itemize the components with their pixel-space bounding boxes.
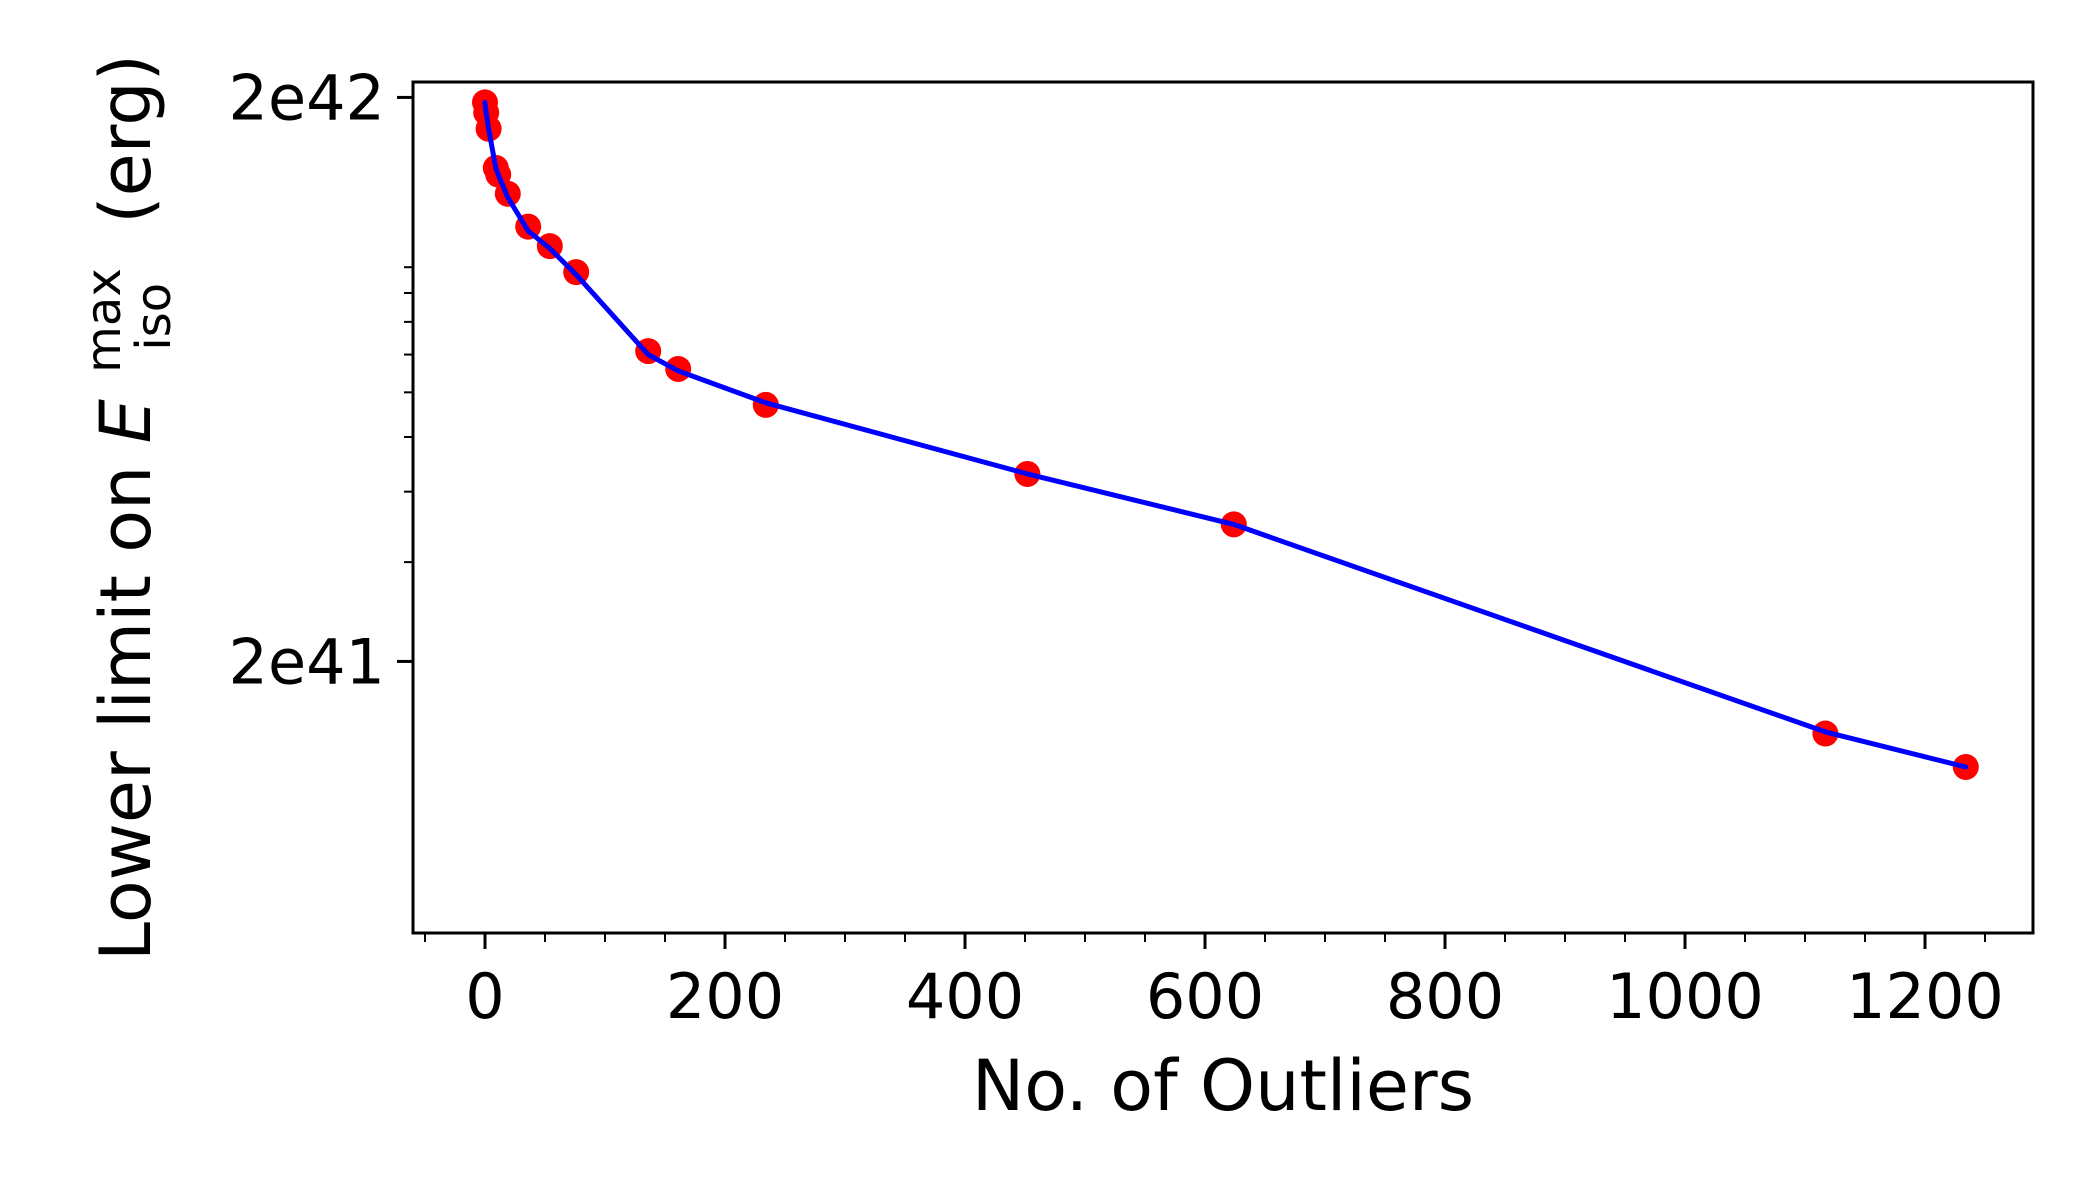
series-layer [472,89,1979,780]
x-tick-label: 0 [465,960,504,1033]
x-tick-label: 1000 [1606,960,1764,1033]
plot-area-frame [411,80,2035,935]
y-axis-title: Lower limit on E max iso (erg) [55,54,187,961]
x-axis-title: No. of Outliers [972,1045,1474,1127]
y-axis-title-superscript: max [76,268,132,373]
x-tick-label: 1200 [1846,960,2004,1033]
y-tick-label: 2e41 [229,625,385,698]
y-axis-title-symbol: E [85,398,167,443]
x-tick-label: 800 [1386,960,1504,1033]
y-axis-ticks: 2e41 2e42 [229,61,413,698]
y-tick-label: 2e42 [229,61,385,134]
x-axis-ticks: 0 200 400 600 800 1000 1200 [424,933,2004,1033]
x-tick-label: 400 [906,960,1024,1033]
x-tick-label: 200 [666,960,784,1033]
x-tick-label: 600 [1146,960,1264,1033]
y-axis-title-suffix: (erg) [85,54,167,224]
y-axis-title-prefix: Lower limit on [85,443,167,961]
series-line [482,99,1969,770]
y-axis-title-subscript: iso [126,283,182,351]
